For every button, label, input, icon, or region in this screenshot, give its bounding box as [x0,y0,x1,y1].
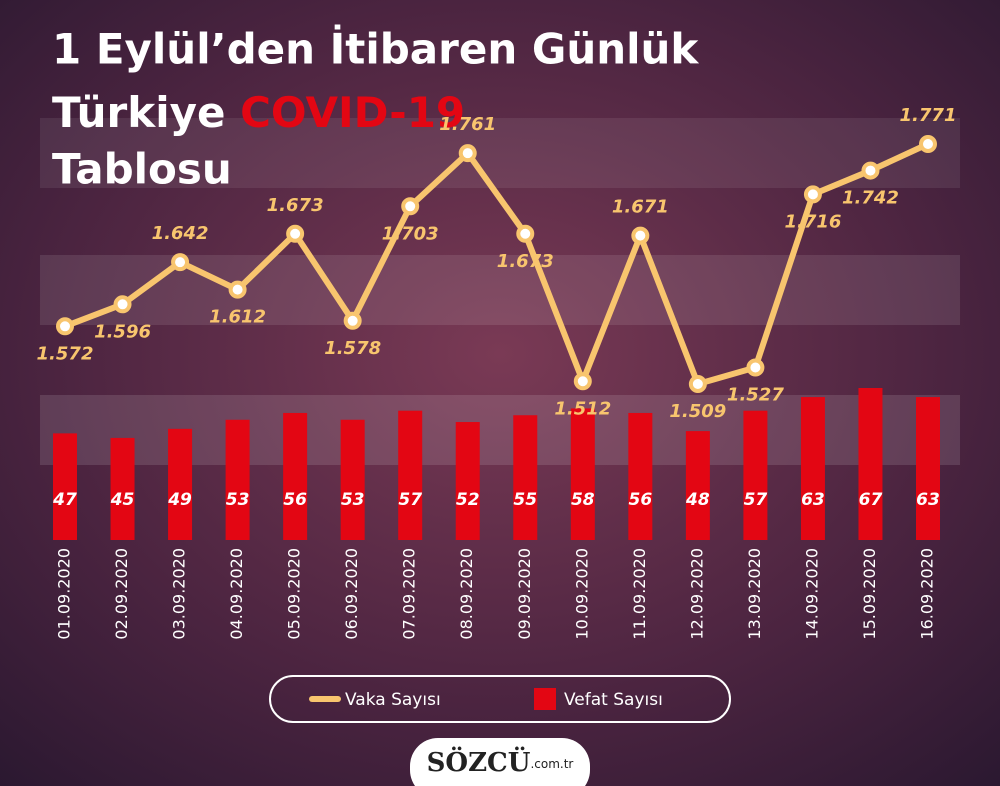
x-tick-label: 16.09.2020 [918,548,937,640]
point [113,295,132,314]
point [803,185,822,204]
bar [398,410,423,540]
bar-label: 67 [859,490,883,510]
point [228,280,247,299]
logo-domain: .com.tr [530,757,573,771]
x-tick-label: 01.09.2020 [55,548,74,640]
bar [570,408,595,540]
line [63,141,930,387]
bar-label: 63 [801,490,825,510]
point-label: 1.572 [37,343,94,364]
bar-label: 53 [226,490,250,510]
title-line: 1 Eylül’den İtibaren Günlük [52,24,699,74]
legend-label: Vaka Sayısı [345,690,441,710]
legend-swatch [534,688,556,710]
point [919,135,937,153]
bar-label: 56 [283,490,307,510]
logo-box [410,738,590,786]
x-tick-label: 05.09.2020 [285,548,304,640]
bar [513,415,538,540]
legend-label: Vefat Sayısı [564,690,663,710]
bar-label: 52 [456,490,480,510]
x-tick-label: 06.09.2020 [342,548,361,640]
point [401,197,420,216]
bar-label: 57 [744,490,768,510]
point-label: 1.716 [784,211,841,232]
point [746,358,765,377]
point-label: 1.642 [152,223,209,244]
point [286,224,305,243]
x-tick-label: 03.09.2020 [170,548,189,640]
bar [283,412,308,540]
point [631,226,650,245]
bar [628,412,653,540]
bar [340,419,365,540]
point [861,161,880,180]
title-part: Türkiye [52,88,225,137]
logo: SÖZCÜ.com.tr [427,746,574,778]
logo-name: SÖZCÜ [427,746,531,778]
point-label: 1.527 [727,385,784,406]
x-tick-label: 15.09.2020 [860,548,879,640]
bar [858,388,883,540]
legend-box [269,675,731,723]
x-tick-label: 02.09.2020 [112,548,131,640]
bar [53,433,77,540]
bar [168,428,193,540]
point-label: 1.761 [439,114,496,135]
x-tick-label: 11.09.2020 [630,548,649,640]
point [343,311,362,330]
point-label: 1.742 [842,188,899,209]
bar-label: 53 [341,490,365,510]
point [573,372,592,391]
bar [800,397,825,540]
point-label: 1.703 [382,223,439,244]
bar [110,437,135,540]
bar [685,431,710,540]
x-tick-label: 08.09.2020 [457,548,476,640]
bar-label: 56 [628,490,652,510]
point-label: 1.596 [94,321,151,342]
title-line: Türkiye COVID-19 [52,88,465,137]
bar [225,419,250,540]
bar-label: 47 [52,490,77,510]
x-tick-label: 14.09.2020 [802,548,821,640]
title-highlight: COVID-19 [240,88,465,137]
bar-label: 63 [916,490,940,510]
bar [455,422,480,540]
point-label: 1.673 [497,251,554,272]
x-tick-label: 04.09.2020 [227,548,246,640]
title-line: Tablosu [52,145,232,194]
bar [916,397,940,540]
point-label: 1.512 [554,398,611,419]
bar-label: 55 [513,490,537,510]
bar-label: 49 [167,490,192,510]
x-tick-label: 09.09.2020 [515,548,534,640]
bar-label: 58 [571,490,595,510]
point-label: 1.673 [267,195,324,216]
x-tick-label: 07.09.2020 [400,548,419,640]
point [516,224,535,243]
point [171,253,190,272]
point [458,144,477,163]
bar-label: 45 [110,490,135,510]
point-label: 1.612 [209,307,266,328]
bar [743,410,768,540]
point-label: 1.771 [900,105,957,126]
point-label: 1.509 [669,401,726,422]
bar-label: 48 [685,490,710,510]
bar-label: 57 [398,490,422,510]
band [40,118,960,188]
point-label: 1.671 [612,197,669,218]
x-tick-label: 10.09.2020 [572,548,591,640]
x-tick-label: 12.09.2020 [687,548,706,640]
point-label: 1.578 [324,338,381,359]
point [56,317,74,336]
point [688,375,707,393]
x-tick-label: 13.09.2020 [745,548,764,640]
